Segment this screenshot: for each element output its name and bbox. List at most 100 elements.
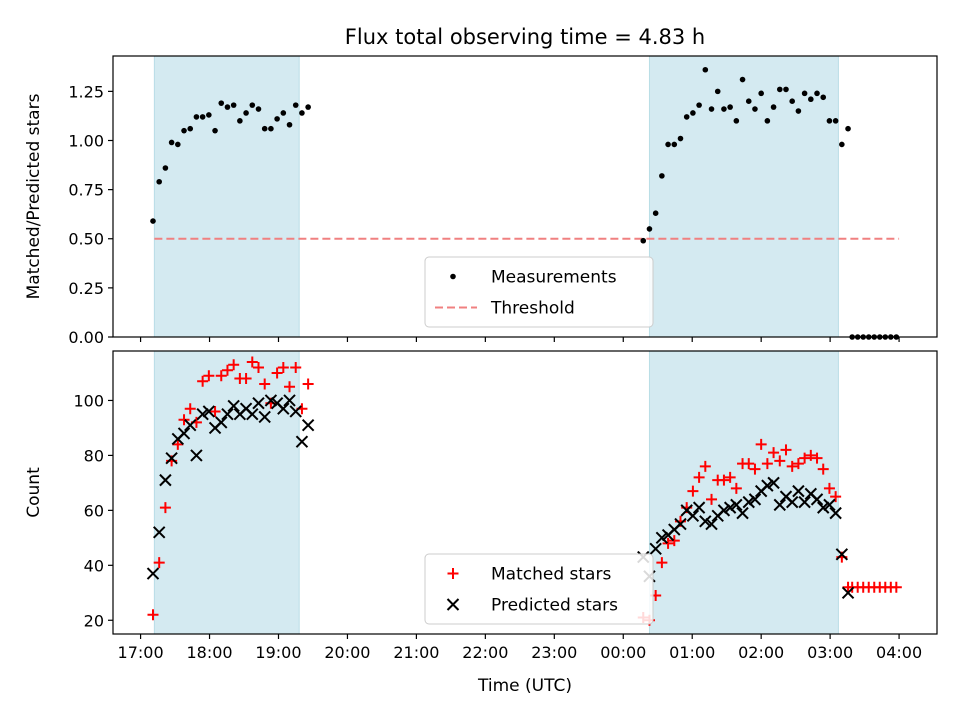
ratio-ytick-label-4: 1.00 [68,131,104,150]
ratio-point-0-54 [814,90,820,97]
count-point-0-47 [768,447,780,459]
x-tick-label-5: 22:00 [462,643,508,662]
count-legend-label-0: Matched stars [491,565,611,585]
chart-title: Flux total observing time = 4.83 h [345,25,705,49]
count-point-1-56 [823,498,836,512]
count-legend: Matched stars Predicted stars [424,553,654,625]
count-point-0-9 [203,370,215,382]
ratio-point-0-52 [801,90,808,97]
x-tick-label-9: 02:00 [738,643,784,662]
count-point-1-1 [152,526,166,539]
ratio-point-0-15 [243,110,249,116]
count-point-0-57 [830,491,842,503]
ratio-point-0-6 [187,125,194,132]
ratio-point-0-19 [268,125,274,132]
count-point-0-18 [259,378,271,390]
count-point-0-20 [271,367,283,379]
count-point-0-50 [786,460,798,472]
count-point-0-0 [147,609,159,621]
ratio-point-0-47 [770,104,777,110]
ratio-point-0-42 [739,76,746,83]
count-shaded-interval-0 [153,350,300,635]
ratio-point-0-56 [826,118,833,124]
count-ytick-label-1: 40 [84,556,104,575]
count-point-0-12 [221,364,233,376]
count-point-0-8 [197,375,209,387]
ratio-point-0-57 [832,118,839,124]
count-point-1-17 [252,396,265,410]
x-tick-label-8: 01:00 [669,643,715,662]
ratio-point-0-5 [181,127,187,134]
count-point-1-34 [686,509,700,523]
ratio-legend: Measurements Threshold [424,256,654,328]
count-point-1-52 [798,495,811,509]
count-point-0-6 [184,403,196,415]
ratio-point-0-43 [745,98,752,104]
count-point-1-6 [184,418,197,432]
x-tick-label-6: 23:00 [531,643,577,662]
count-point-0-49 [780,444,792,456]
ratio-point-0-23 [292,102,299,108]
ratio-point-0-33 [683,114,690,120]
count-point-1-2 [159,473,172,487]
count-point-0-30 [662,537,674,549]
x-tick-label-7: 00:00 [600,643,646,662]
count-point-1-28 [649,542,662,556]
ratio-point-0-37 [708,106,715,112]
ratio-point-0-13 [230,102,237,108]
ratio-point-0-29 [659,173,665,179]
count-point-0-11 [215,370,227,382]
count-point-0-45 [755,438,767,450]
count-point-0-43 [743,458,755,470]
count-point-1-47 [767,476,780,490]
count-point-1-11 [215,416,228,429]
count-legend-box [424,553,654,625]
ratio-point-0-14 [237,118,243,124]
ratio-point-0-16 [249,102,256,108]
count-point-1-40 [723,501,737,514]
x-tick-label-10: 03:00 [807,643,853,662]
x-tick-label-0: 17:00 [118,643,164,662]
x-axis-label: Time (UTC) [477,676,572,696]
ratio-point-0-17 [255,106,262,112]
ratio-point-0-30 [665,141,671,148]
count-point-1-24 [295,435,309,448]
ratio-point-0-36 [702,66,709,73]
count-point-1-35 [692,501,706,514]
count-point-0-44 [749,463,761,475]
count-point-0-48 [774,455,786,467]
count-point-1-37 [705,517,718,531]
ratio-point-0-40 [727,104,733,110]
count-axes-frame [112,350,938,635]
count-point-1-42 [736,506,749,520]
count-point-0-5 [178,414,190,426]
ratio-point-0-35 [696,102,702,108]
ratio-shaded-interval-1 [648,55,839,338]
count-point-0-40 [724,471,736,483]
ratio-point-0-11 [218,100,225,106]
ratio-legend-label-0: Measurements [491,268,617,288]
count-legend-marker-1 [446,598,460,611]
x-tick-label-4: 21:00 [393,643,439,662]
ratio-point-0-22 [286,121,293,128]
x-tick-label-1: 18:00 [186,643,232,662]
count-ytick-label-0: 20 [84,611,104,630]
count-point-1-16 [246,407,259,421]
ratio-ytick-label-5: 1.25 [68,82,104,101]
count-point-1-54 [810,493,824,506]
ratio-point-0-9 [206,112,212,118]
ratio-point-0-51 [795,108,802,114]
count-point-0-31 [668,535,680,547]
count-point-0-46 [761,458,773,470]
count-point-1-13 [227,399,240,413]
count-point-0-1 [153,557,165,569]
ratio-point-0-44 [752,106,758,112]
ratio-point-0-46 [764,118,771,124]
count-point-0-56 [823,482,835,494]
count-point-1-32 [674,517,687,531]
ratio-point-0-26 [640,237,647,244]
count-point-0-35 [693,471,705,483]
ratio-ytick-label-1: 0.25 [68,279,104,298]
ratio-point-0-45 [758,90,764,97]
